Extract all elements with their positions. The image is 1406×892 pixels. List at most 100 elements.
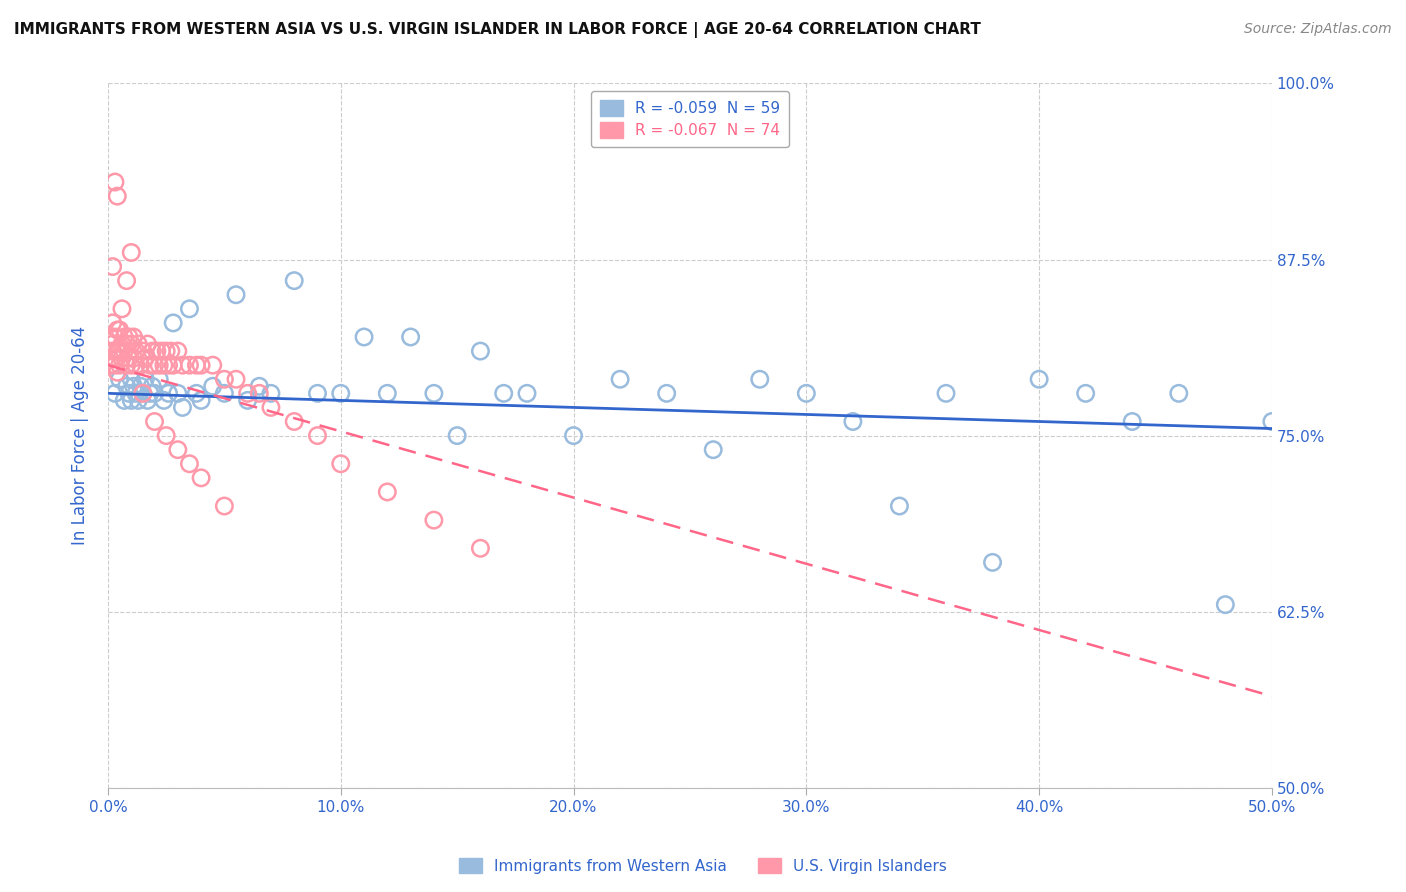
Point: [125, 358, 148, 372]
Point: [104, 175, 127, 189]
Point: [935, 386, 957, 401]
Point: [247, 379, 270, 393]
Text: IMMIGRANTS FROM WESTERN ASIA VS U.S. VIRGIN ISLANDER IN LABOR FORCE | AGE 20-64 : IMMIGRANTS FROM WESTERN ASIA VS U.S. VIR…: [14, 22, 981, 38]
Point: [172, 401, 194, 415]
Point: [1074, 386, 1097, 401]
Point: [1028, 372, 1050, 386]
Point: [143, 386, 166, 401]
Point: [179, 457, 201, 471]
Point: [375, 386, 398, 401]
Point: [283, 415, 305, 429]
Point: [1121, 415, 1143, 429]
Point: [186, 358, 208, 372]
Point: [748, 372, 770, 386]
Point: [120, 393, 142, 408]
Point: [260, 386, 283, 401]
Point: [132, 344, 155, 359]
Point: [1261, 415, 1284, 429]
Point: [136, 393, 159, 408]
Point: [139, 386, 162, 401]
Point: [162, 358, 184, 372]
Point: [166, 386, 188, 401]
Point: [236, 386, 259, 401]
Point: [122, 351, 145, 365]
Point: [329, 457, 352, 471]
Point: [120, 358, 142, 372]
Point: [115, 274, 138, 288]
Point: [186, 386, 208, 401]
Legend: Immigrants from Western Asia, U.S. Virgin Islanders: Immigrants from Western Asia, U.S. Virgi…: [453, 852, 953, 880]
Point: [179, 358, 201, 372]
Point: [214, 499, 236, 513]
Point: [115, 358, 138, 372]
Point: [155, 344, 177, 359]
Point: [225, 372, 247, 386]
Point: [129, 379, 152, 393]
Point: [492, 386, 515, 401]
Point: [111, 301, 134, 316]
Point: [214, 386, 236, 401]
Point: [122, 379, 145, 393]
Point: [702, 442, 724, 457]
Point: [98, 330, 121, 344]
Point: [214, 372, 236, 386]
Point: [166, 442, 188, 457]
Point: [136, 337, 159, 351]
Point: [225, 287, 247, 301]
Point: [172, 358, 194, 372]
Point: [166, 344, 188, 359]
Point: [423, 386, 446, 401]
Point: [141, 344, 163, 359]
Point: [143, 358, 166, 372]
Text: Source: ZipAtlas.com: Source: ZipAtlas.com: [1244, 22, 1392, 37]
Point: [655, 386, 678, 401]
Point: [125, 344, 148, 359]
Point: [105, 365, 128, 379]
Point: [105, 344, 128, 359]
Point: [470, 344, 492, 359]
Point: [179, 301, 201, 316]
Point: [190, 393, 212, 408]
Point: [148, 372, 170, 386]
Point: [155, 428, 177, 442]
Y-axis label: In Labor Force | Age 20-64: In Labor Force | Age 20-64: [72, 326, 89, 545]
Point: [115, 379, 138, 393]
Point: [150, 344, 173, 359]
Point: [399, 330, 422, 344]
Point: [104, 330, 127, 344]
Point: [105, 323, 128, 337]
Point: [153, 393, 176, 408]
Point: [108, 323, 131, 337]
Point: [201, 358, 224, 372]
Point: [112, 344, 135, 359]
Point: [446, 428, 468, 442]
Point: [889, 499, 911, 513]
Point: [101, 337, 124, 351]
Point: [609, 372, 631, 386]
Point: [132, 386, 155, 401]
Point: [134, 351, 156, 365]
Point: [139, 358, 162, 372]
Point: [153, 358, 176, 372]
Point: [118, 386, 141, 401]
Point: [141, 379, 163, 393]
Point: [111, 351, 134, 365]
Point: [104, 386, 127, 401]
Point: [562, 428, 585, 442]
Point: [162, 316, 184, 330]
Point: [112, 393, 135, 408]
Point: [375, 485, 398, 500]
Point: [108, 344, 131, 359]
Legend: R = -0.059  N = 59, R = -0.067  N = 74: R = -0.059 N = 59, R = -0.067 N = 74: [591, 91, 789, 147]
Point: [122, 330, 145, 344]
Point: [120, 372, 142, 386]
Point: [981, 555, 1004, 569]
Point: [101, 344, 124, 359]
Point: [105, 189, 128, 203]
Point: [127, 393, 149, 408]
Point: [157, 358, 180, 372]
Point: [283, 274, 305, 288]
Point: [516, 386, 538, 401]
Point: [120, 245, 142, 260]
Point: [470, 541, 492, 556]
